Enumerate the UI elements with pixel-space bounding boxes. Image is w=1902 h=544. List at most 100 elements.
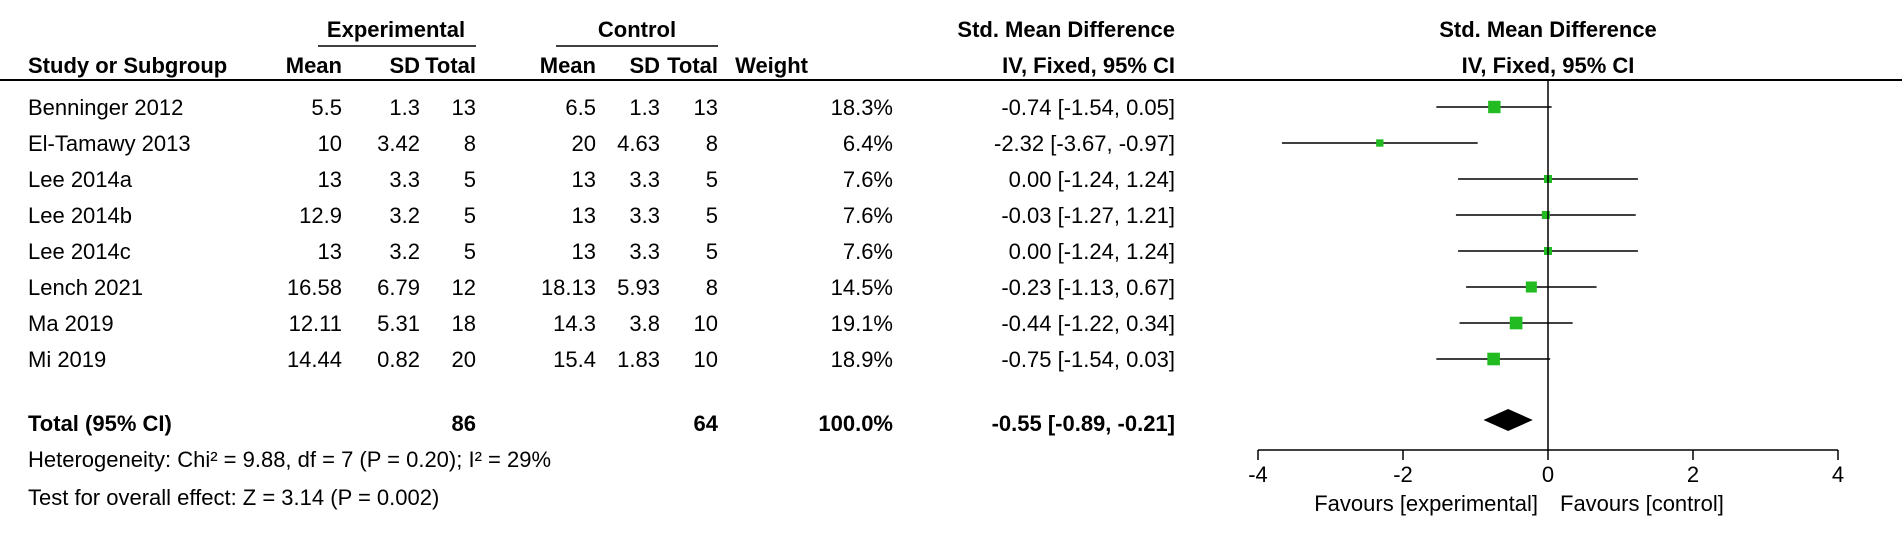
exp-total: 5 (464, 167, 476, 192)
ctl-total: 8 (706, 131, 718, 156)
ctl-sd: 3.3 (629, 203, 660, 228)
ctl-mean: 6.5 (565, 95, 596, 120)
ctl-sd: 1.83 (617, 347, 660, 372)
ctl-mean: 20 (572, 131, 596, 156)
exp-total: 8 (464, 131, 476, 156)
header-experimental: Experimental (327, 17, 465, 42)
ctl-total: 10 (694, 347, 718, 372)
col-weight: Weight (735, 53, 809, 78)
exp-sd: 6.79 (377, 275, 420, 300)
study-ci: -0.75 [-1.54, 0.03] (1001, 347, 1175, 372)
study-row: Lench 2021 16.58 6.79 12 18.13 5.93 8 14.5% -0.2… (28, 275, 1597, 300)
ctl-sd: 3.3 (629, 239, 660, 264)
total-weight: 100.0% (818, 411, 893, 436)
ctl-total: 10 (694, 311, 718, 336)
exp-mean: 12.9 (299, 203, 342, 228)
x-tick-label: 0 (1542, 462, 1554, 487)
study-row: Lee 2014b 12.9 3.2 5 13 3.3 5 7.6% -0.03 [-1.27,… (28, 203, 1636, 228)
exp-sd: 3.2 (389, 203, 420, 228)
total-ci: -0.55 [-0.89, -0.21] (992, 411, 1175, 436)
exp-mean: 13 (318, 239, 342, 264)
study-name: Lee 2014c (28, 239, 131, 264)
exp-sd: 3.2 (389, 239, 420, 264)
exp-mean: 5.5 (311, 95, 342, 120)
study-weight: 18.9% (831, 347, 893, 372)
study-ci: -2.32 [-3.67, -0.97] (994, 131, 1175, 156)
study-row: Mi 2019 14.44 0.82 20 15.4 1.83 10 18.9% -0.75 [… (28, 347, 1551, 372)
study-weight: 19.1% (831, 311, 893, 336)
total-exp-total: 86 (452, 411, 476, 436)
col-ctl-mean: Mean (540, 53, 596, 78)
x-tick-label: -2 (1393, 462, 1413, 487)
col-ctl-sd: SD (629, 53, 660, 78)
ctl-sd: 3.8 (629, 311, 660, 336)
study-weight: 7.6% (843, 167, 893, 192)
x-tick-label: -4 (1248, 462, 1268, 487)
study-weight: 6.4% (843, 131, 893, 156)
exp-total: 18 (452, 311, 476, 336)
study-weight: 14.5% (831, 275, 893, 300)
total-label: Total (95% CI) (28, 411, 172, 436)
study-row: El-Tamawy 2013 10 3.42 8 20 4.63 8 6.4% -2.32 [-… (28, 131, 1478, 156)
heterogeneity-note: Heterogeneity: Chi² = 9.88, df = 7 (P = … (28, 447, 551, 472)
effect-marker (1541, 211, 1550, 219)
x-tick-label: 4 (1832, 462, 1844, 487)
ctl-sd: 1.3 (629, 95, 660, 120)
ctl-mean: 18.13 (541, 275, 596, 300)
ctl-mean: 13 (572, 167, 596, 192)
study-name: Ma 2019 (28, 311, 114, 336)
favours-experimental-label: Favours [experimental] (1314, 491, 1538, 516)
study-ci: -0.74 [-1.54, 0.05] (1001, 95, 1175, 120)
exp-total: 13 (452, 95, 476, 120)
axis-ticks: -4 -2 0 2 4 (1248, 450, 1844, 487)
header-control: Control (598, 17, 676, 42)
x-tick-label: 2 (1687, 462, 1699, 487)
favours-control-label: Favours [control] (1560, 491, 1724, 516)
exp-total: 12 (452, 275, 476, 300)
study-ci: 0.00 [-1.24, 1.24] (1009, 239, 1175, 264)
ctl-mean: 15.4 (553, 347, 596, 372)
exp-sd: 1.3 (389, 95, 420, 120)
pooled-diamond (1483, 409, 1533, 431)
total-ctl-total: 64 (694, 411, 719, 436)
header-plot-title: Std. Mean Difference (1439, 17, 1657, 42)
study-weight: 7.6% (843, 203, 893, 228)
exp-mean: 12.11 (289, 311, 342, 336)
overall-effect-note: Test for overall effect: Z = 3.14 (P = 0… (28, 485, 439, 510)
col-exp-sd: SD (389, 53, 420, 78)
study-ci: -0.44 [-1.22, 0.34] (1001, 311, 1175, 336)
exp-sd: 3.42 (377, 131, 420, 156)
exp-total: 5 (464, 239, 476, 264)
effect-marker (1488, 100, 1501, 114)
ctl-mean: 14.3 (553, 311, 596, 336)
study-name: Lee 2014b (28, 203, 132, 228)
ctl-mean: 13 (572, 203, 596, 228)
col-exp-mean: Mean (286, 53, 342, 78)
ctl-total: 13 (694, 95, 718, 120)
exp-sd: 5.31 (377, 311, 420, 336)
study-weight: 7.6% (843, 239, 893, 264)
exp-sd: 3.3 (389, 167, 420, 192)
study-row: Benninger 2012 5.5 1.3 13 6.5 1.3 13 18.3% -0.74… (28, 95, 1552, 120)
study-row: Lee 2014c 13 3.2 5 13 3.3 5 7.6% 0.00 [-1.24, 1.… (28, 239, 1638, 264)
study-name: Lee 2014a (28, 167, 133, 192)
study-ci: -0.03 [-1.27, 1.21] (1001, 203, 1175, 228)
ctl-total: 5 (706, 239, 718, 264)
study-ci: 0.00 [-1.24, 1.24] (1009, 167, 1175, 192)
effect-marker (1509, 316, 1523, 330)
study-name: Benninger 2012 (28, 95, 183, 120)
col-exp-total: Total (425, 53, 476, 78)
exp-mean: 10 (318, 131, 342, 156)
exp-total: 20 (452, 347, 476, 372)
study-rows: Benninger 2012 5.5 1.3 13 6.5 1.3 13 18.3% -0.74… (28, 95, 1638, 372)
col-effect-method: IV, Fixed, 95% CI (1002, 53, 1175, 78)
col-study: Study or Subgroup (28, 53, 227, 78)
effect-marker (1525, 281, 1537, 293)
ctl-total: 5 (706, 203, 718, 228)
study-ci: -0.23 [-1.13, 0.67] (1001, 275, 1175, 300)
header-effect-title: Std. Mean Difference (957, 17, 1175, 42)
exp-mean: 14.44 (287, 347, 342, 372)
ctl-total: 8 (706, 275, 718, 300)
study-name: El-Tamawy 2013 (28, 131, 191, 156)
